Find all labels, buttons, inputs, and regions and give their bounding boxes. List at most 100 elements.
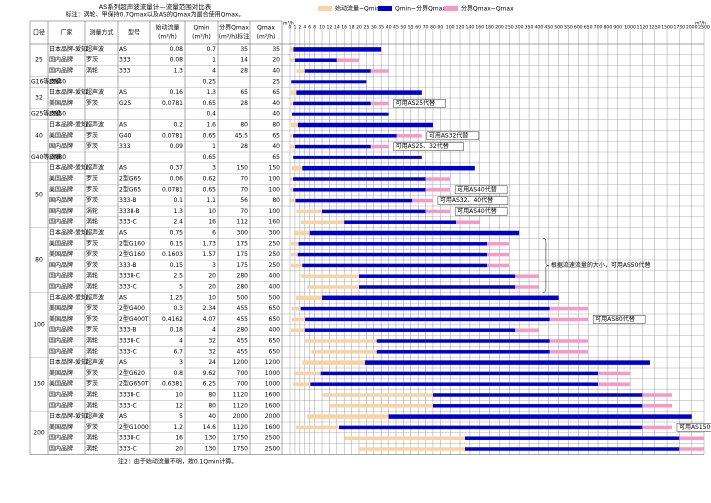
range-bar <box>291 80 367 84</box>
cell-number: 400 <box>269 273 281 280</box>
cell-number: 28 <box>240 68 248 75</box>
cell: 美国品牌 <box>49 99 73 107</box>
upper-bar <box>549 306 589 311</box>
start-bar <box>307 285 359 289</box>
cell: 333 <box>119 68 131 75</box>
cell-number: 1.3 <box>206 89 216 96</box>
cell: 2型G65 <box>119 185 141 193</box>
tick-label: 180 <box>485 25 494 31</box>
tick-label: 16 <box>341 25 347 31</box>
cell: 涡轮 <box>86 207 98 215</box>
legend-swatch <box>318 6 332 11</box>
note: 可用AS150代替 <box>679 423 711 431</box>
cell-number: 0.75 <box>170 230 184 237</box>
cell: 333Ⅱ-C <box>119 435 140 442</box>
tick-label: 140 <box>466 25 475 31</box>
cell-number: 0.62 <box>203 176 217 183</box>
header-cell: 分界Qmax <box>219 24 249 32</box>
cell-number: 455 <box>237 305 249 312</box>
main-bar <box>295 198 413 203</box>
cell: AS <box>119 359 127 366</box>
cell: 超声波 <box>86 45 104 53</box>
cell-number: 40 <box>272 100 280 107</box>
cell-number: 100 <box>269 208 281 215</box>
tick-label: 70 <box>423 25 429 31</box>
start-bar <box>290 47 294 52</box>
cell: 333-B <box>119 262 137 269</box>
main-bar <box>297 122 433 128</box>
cell-number: 0.16 <box>170 89 184 96</box>
note-box <box>592 315 646 324</box>
cell-number: 1000 <box>265 370 280 377</box>
upper-bar <box>336 58 359 62</box>
cell-number: 25 <box>272 78 280 85</box>
tick-label: 40 <box>386 25 392 31</box>
start-bar <box>290 242 299 246</box>
cell-number: 80 <box>240 122 248 129</box>
cell-number: 0.65 <box>203 132 217 139</box>
start-bar <box>293 382 311 386</box>
cell-number: 1 <box>212 143 216 150</box>
cell: 超声波 <box>86 293 104 301</box>
main-bar <box>339 425 643 430</box>
header-cell: Qmin <box>193 25 209 32</box>
cell-number: 0.37 <box>170 165 184 172</box>
header-cell: 测量方式 <box>89 29 113 37</box>
tick-label: 2 <box>298 25 301 31</box>
tick-label: 120 <box>456 25 465 31</box>
start-bar <box>291 306 301 311</box>
cell: 国内品牌 <box>49 207 73 215</box>
cell: 333-B <box>119 197 137 204</box>
note: 可用AS25、32代替 <box>396 142 449 150</box>
note-box <box>426 131 480 141</box>
cell-number: 650 <box>269 348 281 355</box>
cell: 国内品牌 <box>49 283 73 291</box>
cell: 涡轮 <box>86 445 98 453</box>
caliber: 200 <box>33 429 45 436</box>
main-bar <box>302 263 488 268</box>
tick-label: 900 <box>613 25 622 31</box>
start-bar <box>296 295 323 301</box>
cell: 涡轮 <box>86 401 98 409</box>
upper-bar <box>487 242 510 246</box>
note: 可用AS40代替 <box>457 207 497 215</box>
cell: 2型G400 <box>119 304 145 312</box>
upper-bar <box>515 274 539 278</box>
note-box <box>454 207 508 216</box>
tick-label: 2000 <box>686 25 698 31</box>
tick-label: 550 <box>564 25 573 31</box>
cell-number: 0.15 <box>170 240 184 247</box>
cell-number: 16 <box>175 435 183 442</box>
cell-number: 2500 <box>265 435 280 442</box>
cell: 美国品牌 <box>49 250 73 258</box>
main-bar <box>322 295 559 301</box>
cell: 涡轮 <box>86 347 98 355</box>
caliber: 80 <box>35 257 43 264</box>
main-bar <box>464 447 680 451</box>
cell: 涡轮 <box>86 337 98 345</box>
start-bar <box>290 328 305 332</box>
start-bar <box>296 69 305 73</box>
cell-number: 0.15 <box>170 262 184 269</box>
upper-bar <box>679 436 704 440</box>
main-bar <box>310 382 599 386</box>
cell: 国内品牌 <box>49 434 73 442</box>
start-bar <box>344 436 465 440</box>
upper-bar <box>412 198 433 203</box>
start-bar <box>322 393 433 397</box>
main-bar <box>432 393 643 397</box>
cell-number: 1750 <box>233 435 248 442</box>
cell-number: 80 <box>272 197 280 204</box>
cell-number: 150 <box>269 165 281 172</box>
main-bar <box>304 328 516 332</box>
upper-bar <box>425 209 451 214</box>
main-bar <box>376 350 550 354</box>
upper-bar <box>642 404 672 408</box>
cell-number: 80 <box>208 392 216 399</box>
tick-label: 20 <box>356 25 362 31</box>
cell-number: 20 <box>175 446 183 453</box>
upper-bar <box>425 177 451 181</box>
start-bar <box>292 317 305 322</box>
note: 可用AS25代替 <box>396 99 436 107</box>
cell-number: 700 <box>237 370 249 377</box>
